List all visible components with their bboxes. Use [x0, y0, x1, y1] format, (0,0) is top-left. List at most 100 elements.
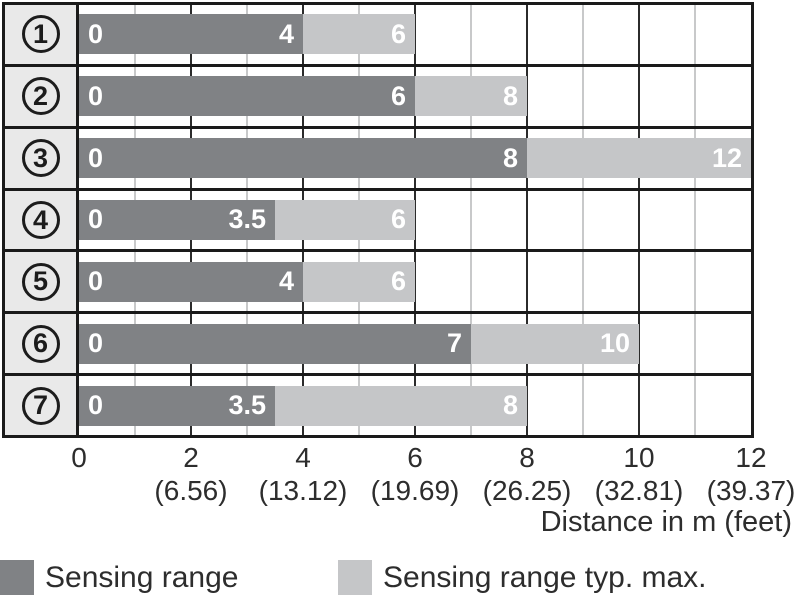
- row-header: 7: [5, 376, 79, 436]
- gridline-minor: [470, 252, 472, 312]
- circled-number-icon: 2: [21, 77, 60, 116]
- bar-start-value: 0: [88, 204, 104, 235]
- chart-row: 4 6 0 3.5: [5, 190, 751, 253]
- bar-typ-max-value: 8: [502, 390, 518, 421]
- gridline-major: [414, 190, 416, 250]
- gridline-major: [638, 66, 640, 126]
- x-tick-label: 0: [71, 441, 87, 474]
- chart-row: 3 12 0 8: [5, 128, 751, 191]
- row-header: 4: [5, 190, 79, 250]
- bar-sensing-range-value: 6: [390, 80, 406, 111]
- bar-typ-max: 8: [415, 76, 527, 117]
- gridline-major: [638, 314, 640, 374]
- bar-chart: 1 6 0 4 2 8 0 6 3 12 0 8 4 6 0 3.5 5 6 0 4 6 10 0 7 7 8 0 3.5: [2, 2, 754, 438]
- circled-number-icon: 5: [21, 262, 60, 301]
- bar-typ-max-value: 8: [502, 80, 518, 111]
- gridline-major: [638, 190, 640, 250]
- row-header: 3: [5, 128, 79, 188]
- gridline-major: [414, 5, 416, 64]
- x-tick-feet: (26.25): [482, 475, 572, 506]
- x-tick-label: 4 (13.12): [259, 441, 348, 507]
- bar-sensing-range-value: 4: [278, 18, 294, 49]
- gridline-major: [638, 252, 640, 312]
- bar-typ-max: 12: [527, 138, 751, 179]
- row-header: 5: [5, 252, 79, 312]
- bar-typ-max-value: 6: [390, 266, 406, 297]
- bar-typ-max: 6: [303, 14, 415, 55]
- circled-number-icon: 3: [21, 139, 60, 178]
- bar-typ-max: 8: [275, 385, 527, 426]
- gridline-major: [525, 252, 528, 312]
- row-plot-area: 6 0 3.5: [79, 190, 751, 250]
- x-tick-label: 2 (6.56): [154, 441, 227, 507]
- x-tick-meters: 8: [519, 442, 535, 473]
- gridline-major: [525, 5, 528, 64]
- gridline-minor: [694, 190, 696, 250]
- bar-typ-max-value: 6: [390, 204, 406, 235]
- x-axis: 0 2 (6.56) 4 (13.12) 6 (19.69) 8 (26.25) 10 (32.81…: [71, 441, 794, 511]
- gridline-minor: [582, 252, 584, 312]
- legend-label-typ-max: Sensing range typ. max.: [383, 560, 707, 594]
- x-tick-meters: 2: [183, 442, 199, 473]
- gridline-major: [638, 5, 640, 64]
- x-tick-label: 12 (39.37): [707, 441, 794, 507]
- gridline-minor: [694, 5, 696, 64]
- x-tick-feet: (19.69): [370, 475, 460, 506]
- gridline-minor: [694, 252, 696, 312]
- x-tick-feet: (6.56): [154, 475, 228, 506]
- gridline-major: [525, 190, 528, 250]
- gridline-major: [414, 252, 416, 312]
- bar-sensing-range-value: 3.5: [228, 390, 266, 421]
- gridline-minor: [582, 376, 584, 436]
- x-axis-title: Distance in m (feet): [540, 506, 792, 538]
- bar-start-value: 0: [88, 328, 104, 359]
- bar-start-value: 0: [88, 80, 104, 111]
- circled-number-icon: 7: [21, 386, 60, 425]
- bar-sensing-range-value: 3.5: [228, 204, 266, 235]
- bar-start-value: 0: [88, 390, 104, 421]
- bar-typ-max-value: 6: [390, 18, 406, 49]
- bar-start-value: 0: [88, 142, 104, 173]
- bar-start-value: 0: [88, 266, 104, 297]
- legend-swatch-sensing-range: [0, 560, 34, 595]
- x-tick-feet: (39.37): [706, 475, 794, 506]
- bar-sensing-range-value: 8: [502, 142, 518, 173]
- row-header: 1: [5, 5, 79, 64]
- bar-start-value: 0: [88, 18, 104, 49]
- x-tick-meters: 0: [71, 442, 87, 473]
- row-header: 2: [5, 66, 79, 126]
- bar-sensing-range: 0 3.5: [79, 385, 275, 426]
- bar-typ-max: 10: [471, 323, 639, 364]
- x-tick-meters: 10: [623, 442, 655, 473]
- circled-number-icon: 1: [21, 15, 60, 54]
- gridline-minor: [582, 190, 584, 250]
- legend-swatch-typ-max: [338, 560, 372, 595]
- chart-row: 7 8 0 3.5: [5, 376, 751, 436]
- gridline-minor: [582, 5, 584, 64]
- circled-number-icon: 6: [21, 324, 60, 363]
- bar-typ-max: 6: [275, 199, 415, 240]
- gridline-minor: [694, 314, 696, 374]
- bar-sensing-range-value: 7: [446, 328, 462, 359]
- gridline-minor: [694, 66, 696, 126]
- row-header: 6: [5, 314, 79, 374]
- legend-item-sensing-range: Sensing range: [0, 560, 238, 595]
- gridline-minor: [694, 376, 696, 436]
- bar-typ-max-value: 10: [599, 328, 630, 359]
- gridline-major: [638, 376, 640, 436]
- row-plot-area: 8 0 3.5: [79, 376, 751, 436]
- legend-item-typ-max: Sensing range typ. max.: [338, 560, 707, 595]
- gridline-minor: [582, 66, 584, 126]
- chart-row: 6 10 0 7: [5, 314, 751, 377]
